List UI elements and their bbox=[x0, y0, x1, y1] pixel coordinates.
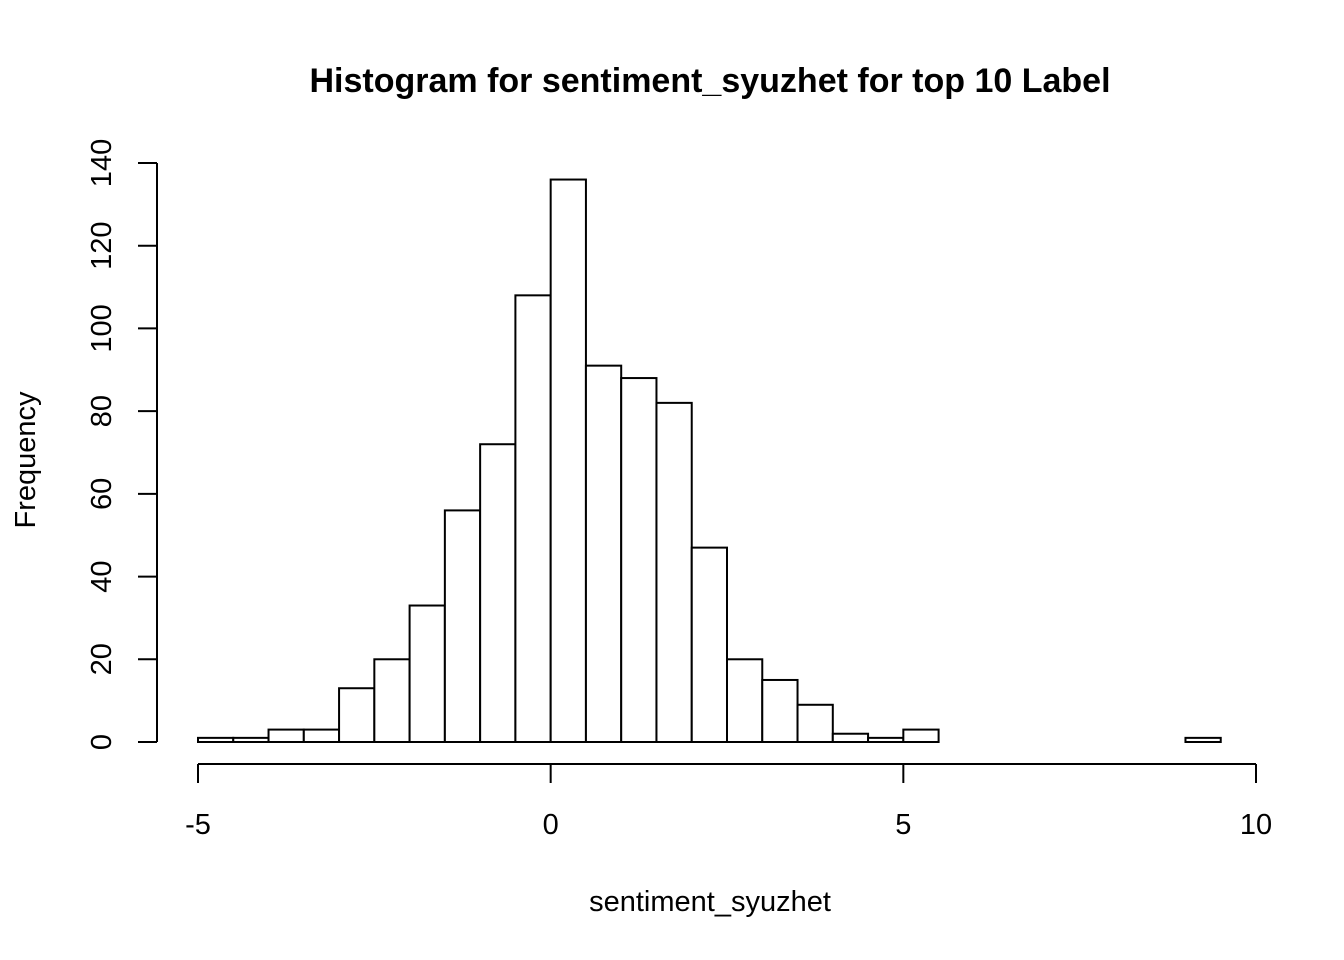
y-tick-label: 20 bbox=[86, 643, 118, 675]
x-tick-label: -5 bbox=[185, 809, 211, 841]
histogram-bar bbox=[902, 728, 940, 743]
x-axis-label: sentiment_syuzhet bbox=[589, 886, 831, 918]
histogram-bar bbox=[514, 294, 552, 743]
histogram-bar bbox=[690, 546, 729, 743]
y-axis: 0 20 40 60 80 100 120 140 bbox=[86, 139, 158, 750]
y-axis-label: Frequency bbox=[10, 391, 42, 529]
histogram-bar bbox=[761, 678, 799, 744]
histogram-bar bbox=[549, 178, 587, 744]
histogram-bar bbox=[302, 728, 341, 743]
y-tick-label: 100 bbox=[86, 304, 118, 352]
histogram-bar bbox=[726, 658, 764, 743]
y-tick-label: 80 bbox=[86, 395, 118, 427]
histogram-bar bbox=[655, 401, 693, 743]
x-tick-label: 0 bbox=[543, 809, 559, 841]
histogram-bar bbox=[232, 736, 270, 743]
x-tick-label: 5 bbox=[895, 809, 911, 841]
histogram-bar bbox=[408, 604, 446, 743]
histogram-bar bbox=[1184, 736, 1222, 743]
y-tick-label: 140 bbox=[86, 139, 118, 187]
y-tick-label: 60 bbox=[86, 478, 118, 510]
histogram-bar bbox=[620, 377, 658, 743]
histogram-bar bbox=[267, 728, 305, 743]
histogram-bar bbox=[796, 703, 834, 743]
histogram-bar bbox=[443, 509, 482, 743]
y-tick-label: 120 bbox=[86, 222, 118, 270]
y-tick-label: 0 bbox=[86, 734, 118, 750]
histogram-bar bbox=[867, 736, 905, 743]
histogram-bars bbox=[197, 178, 1222, 744]
histogram-bar bbox=[338, 687, 376, 744]
histogram-bar bbox=[373, 658, 411, 743]
histogram-bar bbox=[479, 443, 517, 743]
y-tick-label: 40 bbox=[86, 560, 118, 592]
x-tick-label: 10 bbox=[1240, 809, 1272, 841]
histogram-bar bbox=[197, 736, 235, 743]
histogram-bar bbox=[831, 732, 870, 744]
chart-title: Histogram for sentiment_syuzhet for top … bbox=[309, 62, 1110, 100]
histogram-bar bbox=[584, 364, 623, 743]
x-axis: -5 0 5 10 bbox=[185, 763, 1272, 841]
